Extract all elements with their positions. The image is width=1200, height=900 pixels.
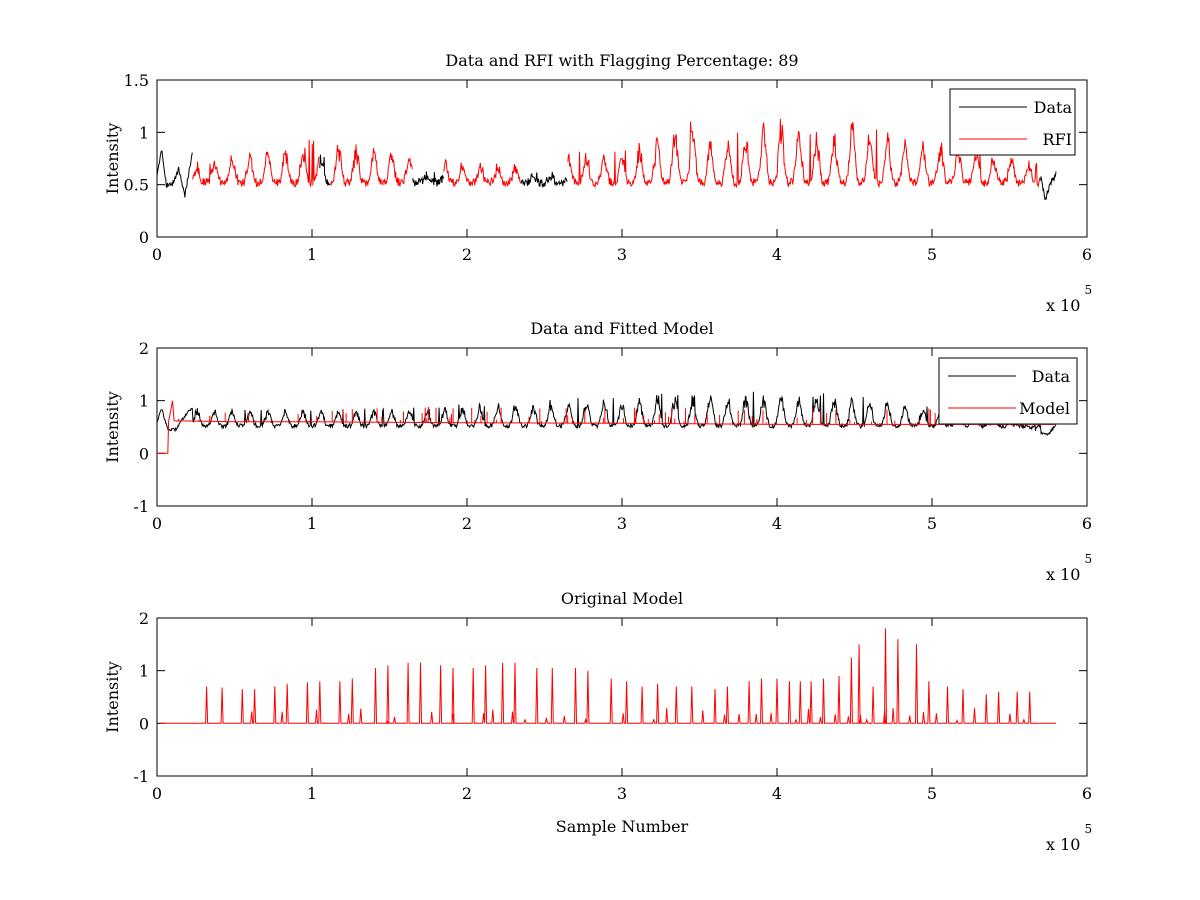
x-tick-label: 0: [152, 245, 162, 264]
x-multiplier: x 10 5: [1046, 552, 1092, 584]
y-tick-label: 0: [139, 714, 149, 733]
x-multiplier: x 10 5: [1046, 822, 1092, 854]
plot-area: [160, 628, 1056, 724]
plot-data-and-rfi: Data and RFI with Flagging Percentage: 8…: [103, 51, 1092, 315]
y-tick-label: 2: [139, 609, 149, 628]
x-multiplier-base: x 10: [1046, 835, 1080, 854]
x-tick-label: 5: [927, 514, 937, 533]
x-tick-label: 6: [1082, 784, 1092, 803]
legend-box: [938, 357, 1078, 425]
series-line-rfi: [192, 118, 1041, 189]
y-tick-label: 0.5: [124, 176, 149, 195]
y-tick-label: 2: [139, 339, 149, 358]
legend-label: RFI: [1043, 130, 1072, 149]
x-tick-label: 5: [927, 245, 937, 264]
legend-label: Model: [1019, 399, 1070, 418]
legend-label: Data: [1034, 98, 1073, 117]
x-tick-label: 2: [462, 514, 472, 533]
y-tick-label: 0: [139, 444, 149, 463]
y-tick-label: 1: [139, 662, 149, 681]
y-axis-label: Intensity: [103, 391, 122, 463]
plot-original-model: Original Model Intensity Sample Number x…: [103, 589, 1092, 854]
legend: Data Model: [938, 357, 1078, 425]
x-tick-label: 2: [462, 245, 472, 264]
x-tick-label: 1: [307, 514, 317, 533]
x-tick-label: 3: [617, 784, 627, 803]
legend-box: [949, 88, 1076, 156]
x-tick-label: 1: [307, 784, 317, 803]
x-multiplier-exponent: 5: [1084, 822, 1092, 836]
x-multiplier-base: x 10: [1046, 296, 1080, 315]
x-tick-label: 0: [152, 514, 162, 533]
y-tick-label: 1: [139, 123, 149, 142]
x-tick-label: 4: [772, 514, 782, 533]
plot-area: [157, 391, 1057, 454]
x-tick-label: 4: [772, 784, 782, 803]
y-axis-label: Intensity: [103, 123, 122, 195]
x-multiplier: x 10 5: [1046, 283, 1092, 315]
plot-title: Original Model: [561, 589, 683, 608]
x-tick-label: 3: [617, 245, 627, 264]
plot-area: [157, 118, 1057, 201]
plot-title: Data and RFI with Flagging Percentage: 8…: [445, 51, 798, 70]
x-multiplier-exponent: 5: [1084, 283, 1092, 297]
series-line-data: [157, 150, 1057, 201]
y-axis-label: Intensity: [103, 661, 122, 733]
y-tick-label: -1: [133, 767, 149, 786]
x-multiplier-exponent: 5: [1084, 552, 1092, 566]
x-tick-label: 6: [1082, 514, 1092, 533]
y-tick-label: 1.5: [124, 71, 149, 90]
x-tick-label: 4: [772, 245, 782, 264]
x-multiplier-base: x 10: [1046, 565, 1080, 584]
x-axis-label: Sample Number: [556, 817, 689, 836]
plot-title: Data and Fitted Model: [530, 319, 713, 338]
legend: Data RFI: [949, 88, 1076, 156]
y-tick-label: -1: [133, 497, 149, 516]
x-tick-label: 3: [617, 514, 627, 533]
axes-frame: [156, 617, 1088, 777]
x-tick-label: 5: [927, 784, 937, 803]
y-tick-label: 0: [139, 228, 149, 247]
y-tick-label: 1: [139, 392, 149, 411]
x-tick-label: 1: [307, 245, 317, 264]
series-line-original-model: [160, 628, 1056, 724]
x-tick-label: 2: [462, 784, 472, 803]
plot-data-and-fitted-model: Data and Fitted Model Intensity x 10 5 0 1…: [103, 319, 1092, 584]
legend-label: Data: [1032, 367, 1071, 386]
x-tick-label: 0: [152, 784, 162, 803]
x-tick-label: 6: [1082, 245, 1092, 264]
